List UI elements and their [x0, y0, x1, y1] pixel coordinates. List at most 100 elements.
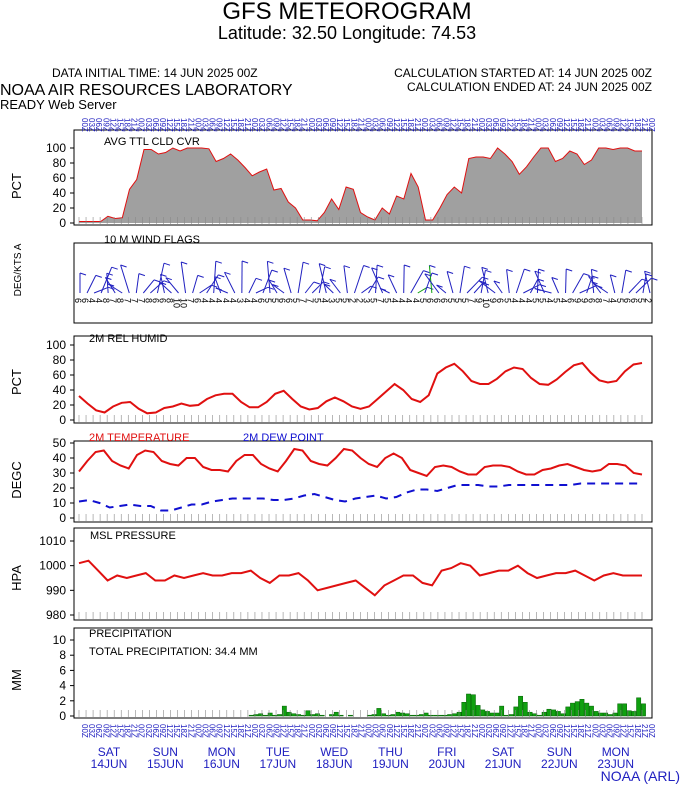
wind-barb	[588, 275, 595, 279]
precip-bar	[574, 701, 580, 717]
bottom-time-label: 06Z	[94, 724, 103, 738]
bottom-time-label: 18Z	[406, 724, 415, 738]
location-subtitle: Latitude: 32.50 Longitude: 74.53	[217, 23, 477, 43]
top-time-label: 15Z	[172, 118, 181, 132]
wind-speed-label: 5	[333, 298, 343, 303]
precip-bar	[319, 714, 325, 717]
precip-bar	[522, 702, 528, 717]
bottom-time-label: 15Z	[569, 724, 578, 738]
top-time-label: 09Z	[441, 118, 450, 132]
wind-flag	[410, 270, 424, 294]
top-time-label: 03Z	[87, 118, 96, 132]
top-time-label: 15Z	[115, 118, 124, 132]
top-time-label: 15Z	[569, 118, 578, 132]
wind-speed-label: 6	[73, 298, 83, 303]
bottom-time-label: 18Z	[293, 724, 302, 738]
organization-name: NOAA AIR RESOURCES LABORATORY	[0, 82, 293, 99]
ytick-label-3: 20	[53, 481, 67, 495]
wind-barb	[323, 281, 330, 285]
bottom-time-label: 03Z	[484, 724, 493, 738]
cloud-cover-line	[79, 147, 642, 222]
top-time-label: 21Z	[186, 118, 195, 132]
wind-speed-label: 5	[530, 298, 540, 303]
wind-flag	[428, 265, 433, 294]
wind-flag	[572, 273, 585, 294]
wind-barb	[427, 286, 434, 290]
wind-flag	[266, 261, 271, 294]
top-time-label: 06Z	[491, 118, 500, 132]
top-time-label: 03Z	[484, 118, 493, 132]
day-name-label: SAT	[98, 745, 121, 759]
credit-label: NOAA (ARL)	[600, 768, 680, 784]
wind-speed-label: 5	[418, 298, 428, 303]
wind-flag	[156, 263, 165, 294]
ytick-label-5: 6	[59, 663, 66, 677]
wind-barb	[646, 273, 653, 277]
wind-barb	[163, 280, 171, 284]
wind-flag	[478, 280, 496, 294]
wind-flag	[417, 286, 428, 294]
precip-bar	[532, 713, 538, 717]
top-time-label: 21Z	[356, 118, 365, 132]
precip-bar	[267, 712, 273, 717]
top-time-label: 12Z	[505, 118, 514, 132]
precip-bar	[579, 699, 585, 717]
ytick-label-4: 1000	[39, 559, 66, 573]
bottom-time-label: 09Z	[328, 724, 337, 738]
wind-speed-label: 4	[559, 298, 569, 303]
bottom-time-label: 12Z	[392, 724, 401, 738]
wind-speed-label: 5	[270, 298, 280, 303]
bottom-time-label: 12Z	[449, 724, 458, 738]
wind-barb	[591, 281, 598, 285]
ytick-label-5: 4	[59, 679, 66, 693]
bottom-time-label: 21Z	[413, 724, 422, 738]
wind-flag	[159, 282, 172, 294]
page-title: GFS METEOROGRAM	[222, 0, 472, 25]
bottom-time-label: 21Z	[186, 724, 195, 738]
bottom-time-label: 00Z	[420, 724, 429, 738]
panel-ylabel-0: PCT	[9, 173, 24, 199]
bottom-time-label: 03Z	[257, 724, 266, 738]
wind-flag	[329, 278, 341, 294]
wind-barb	[591, 268, 598, 272]
bottom-time-label: 21Z	[640, 724, 649, 738]
wind-barb	[324, 266, 331, 270]
bottom-time-label: 18Z	[633, 724, 642, 738]
wind-speed-label: 8	[143, 298, 153, 303]
bottom-time-label: 15Z	[399, 724, 408, 738]
wind-speed-label: 9	[580, 298, 590, 303]
bottom-time-label: 06Z	[321, 724, 330, 738]
wind-barb	[534, 288, 541, 291]
wind-speed-label: 4	[319, 298, 329, 303]
precip-bar	[489, 712, 495, 717]
wind-barb	[319, 263, 326, 267]
ytick-label-3: 40	[53, 451, 67, 465]
wind-flag	[588, 276, 602, 294]
day-name-label: MON	[208, 745, 236, 759]
wind-flag	[120, 264, 130, 294]
top-time-label: 06Z	[548, 118, 557, 132]
top-time-label: 12Z	[335, 118, 344, 132]
wind-speed-label: 5	[460, 298, 470, 303]
bottom-time-label: 00Z	[307, 724, 316, 738]
wind-speed-label: 5	[446, 298, 456, 303]
top-time-label: 15Z	[342, 118, 351, 132]
bottom-time-label: 12Z	[108, 724, 117, 738]
wind-flag	[551, 277, 559, 294]
wind-flag	[621, 270, 627, 294]
bottom-time-label: 00Z	[193, 724, 202, 738]
wind-barb	[283, 267, 291, 271]
top-time-label: 18Z	[576, 118, 585, 132]
wind-flag	[446, 271, 454, 294]
top-time-label: 12Z	[278, 118, 287, 132]
day-name-label: FRI	[437, 745, 456, 759]
top-time-label: 03Z	[541, 118, 550, 132]
bottom-time-label: 03Z	[200, 724, 209, 738]
precip-bar	[537, 714, 542, 717]
day-date-label: 18JUN	[316, 757, 353, 771]
top-time-label: 03Z	[314, 118, 323, 132]
wind-barb	[371, 267, 378, 271]
legend-dew-point: 2M DEW POINT	[243, 432, 324, 444]
top-time-label: 18Z	[349, 118, 358, 132]
wind-flag	[635, 277, 652, 294]
